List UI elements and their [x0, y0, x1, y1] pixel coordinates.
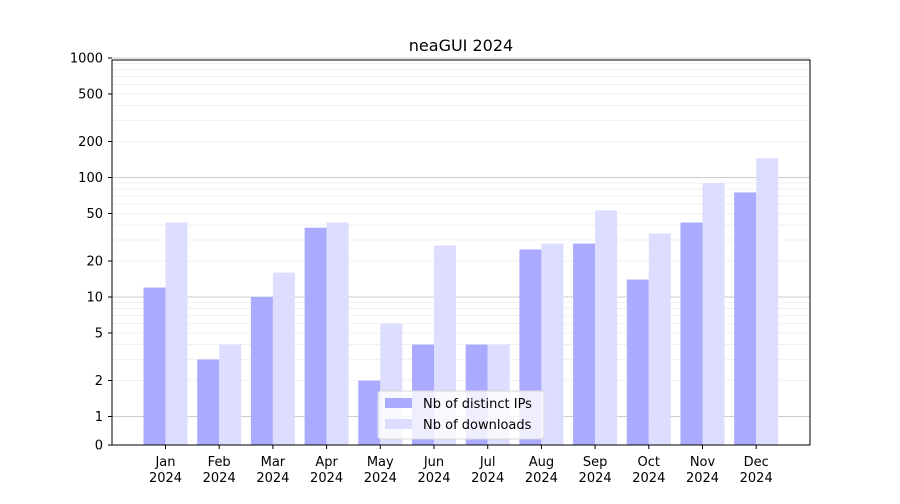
legend-box: [377, 390, 545, 440]
x-tick-label-year: 2024: [256, 471, 289, 486]
x-tick-label-month: Jul: [479, 455, 496, 470]
x-tick-label-year: 2024: [740, 471, 773, 486]
x-tick-label-month: Feb: [208, 455, 231, 470]
x-tick-label-month: Dec: [744, 455, 769, 470]
bar-distinct-ips: [573, 243, 596, 445]
x-axis: Jan2024Feb2024Mar2024Apr2024May2024Jun20…: [149, 445, 773, 486]
y-tick-label: 200: [78, 135, 103, 150]
bar-downloads: [541, 243, 564, 445]
x-tick-label-month: Jun: [423, 455, 444, 470]
x-tick-label-month: Jan: [154, 455, 175, 470]
x-tick-label-year: 2024: [471, 471, 504, 486]
bar-downloads: [219, 344, 242, 445]
x-tick-label-year: 2024: [417, 471, 450, 486]
bar-distinct-ips: [250, 297, 273, 445]
y-tick-label: 1: [95, 410, 103, 425]
y-tick-label: 100: [78, 171, 103, 186]
y-tick-label: 50: [86, 207, 103, 222]
bar-downloads: [648, 233, 671, 445]
x-tick-label-year: 2024: [525, 471, 558, 486]
bar-downloads: [702, 182, 725, 445]
legend: Nb of distinct IPs Nb of downloads: [377, 390, 545, 440]
x-tick-label-year: 2024: [364, 471, 397, 486]
plot-frame: [111, 59, 811, 446]
bar-distinct-ips: [734, 192, 757, 445]
x-tick-label-year: 2024: [579, 471, 612, 486]
y-tick-label: 0: [95, 439, 103, 454]
chart-title: neaGUI 2024: [409, 36, 513, 55]
x-tick-label-month: Nov: [690, 455, 716, 470]
x-tick-label-year: 2024: [149, 471, 182, 486]
x-tick-label-month: Oct: [638, 455, 660, 470]
y-tick-label: 2: [95, 374, 103, 389]
bar-distinct-ips: [626, 279, 649, 445]
legend-label: Nb of distinct IPs: [423, 397, 532, 412]
legend-swatch: [385, 398, 412, 408]
y-tick-label: 5: [95, 326, 103, 341]
bar-distinct-ips: [680, 222, 703, 445]
x-tick-label-year: 2024: [632, 471, 665, 486]
y-tick-label: 10: [86, 291, 103, 306]
legend-label: Nb of downloads: [423, 418, 532, 433]
y-tick-label: 1000: [70, 52, 103, 67]
bar-downloads: [756, 158, 779, 445]
bar-downloads: [326, 222, 349, 445]
x-tick-label-month: Sep: [583, 455, 608, 470]
x-tick-label-year: 2024: [203, 471, 236, 486]
bar-downloads: [165, 222, 188, 445]
bar-distinct-ips: [197, 359, 220, 445]
x-tick-label-year: 2024: [686, 471, 719, 486]
legend-swatch: [385, 419, 412, 429]
x-tick-label-month: Aug: [529, 455, 554, 470]
bars-layer: [143, 158, 779, 445]
x-tick-label-month: Apr: [315, 455, 338, 470]
bar-distinct-ips: [304, 227, 327, 445]
x-tick-label-month: Mar: [261, 455, 286, 470]
y-tick-label: 500: [78, 87, 103, 102]
bar-distinct-ips: [358, 380, 381, 445]
bar-downloads: [272, 272, 295, 445]
bar-downloads: [595, 210, 618, 445]
bar-distinct-ips: [143, 287, 166, 445]
x-tick-label-year: 2024: [310, 471, 343, 486]
x-tick-label-month: May: [367, 455, 394, 470]
y-tick-label: 20: [86, 255, 103, 270]
y-axis: 0 1 2 5 10 20 50 100 200 500 1000: [70, 52, 112, 454]
